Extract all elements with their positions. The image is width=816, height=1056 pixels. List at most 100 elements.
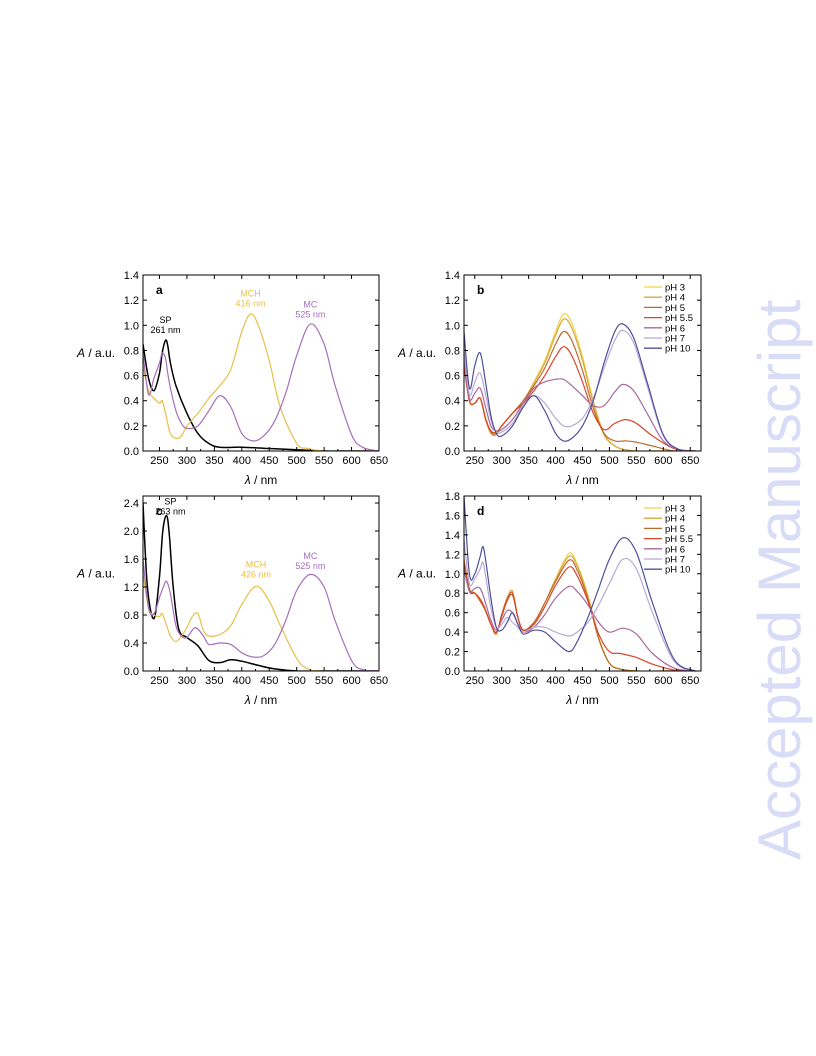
y-axis-label: A / a.u. xyxy=(397,566,436,580)
x-tick-label: 350 xyxy=(519,675,537,687)
series-line-ph-5.5 xyxy=(464,346,696,451)
x-tick-label: 250 xyxy=(150,455,168,467)
x-tick-label: 550 xyxy=(627,455,645,467)
x-tick-label: 650 xyxy=(370,455,388,467)
plot-area xyxy=(143,502,379,671)
y-tick-label: 0.2 xyxy=(445,647,460,659)
x-axis-label: λ / nm xyxy=(244,693,278,707)
legend-label: pH 6 xyxy=(665,544,685,555)
y-axis-label: A / a.u. xyxy=(397,346,436,360)
x-tick-label: 450 xyxy=(260,675,278,687)
peak-annotation: MCH xyxy=(246,559,267,569)
legend-label: pH 6 xyxy=(665,323,685,334)
series-line-ph-5 xyxy=(464,559,696,671)
series-line-sp xyxy=(143,502,379,671)
chart-panel-c: 250 300 350 400 450 500 550 600 650 0.0 0.4 0.8 1.2 1… xyxy=(76,495,388,707)
chart-panel-d: 250 300 350 400 450 500 550 600 650 0.0 0.2 0.4 0.6 0… xyxy=(397,491,702,707)
y-tick-label: 1.4 xyxy=(445,270,460,282)
chart-panel-a: 250 300 350 400 450 500 550 600 650 0.0 0.2 0.4 0.6 0… xyxy=(76,270,388,487)
y-axis-label: A / a.u. xyxy=(76,566,115,580)
y-tick-label: 1.0 xyxy=(124,320,139,332)
series-line-ph-7 xyxy=(464,539,696,671)
x-tick-label: 300 xyxy=(178,675,196,687)
y-tick-label: 0.4 xyxy=(445,627,460,639)
x-tick-label: 600 xyxy=(654,455,672,467)
y-tick-label: 0.4 xyxy=(124,396,139,408)
y-tick-label: 0.2 xyxy=(124,421,139,433)
legend-label: pH 4 xyxy=(665,293,685,304)
legend: pH 3pH 4pH 5pH 5.5pH 6pH 7pH 10 xyxy=(644,283,693,355)
y-tick-label: 1.8 xyxy=(445,491,460,503)
y-tick-label: 1.2 xyxy=(124,295,139,307)
x-tick-label: 500 xyxy=(287,675,305,687)
series-line-ph-10 xyxy=(464,496,696,671)
x-tick-label: 350 xyxy=(205,675,223,687)
x-axis-label: λ / nm xyxy=(244,473,278,487)
legend-label: pH 5 xyxy=(665,303,685,314)
x-tick-label: 550 xyxy=(315,675,333,687)
x-tick-label: 450 xyxy=(573,675,591,687)
x-tick-label: 250 xyxy=(150,675,168,687)
x-tick-label: 350 xyxy=(205,455,223,467)
peak-annotation: MC xyxy=(303,300,317,310)
series-line-mch xyxy=(143,572,379,671)
y-tick-label: 0.4 xyxy=(445,396,460,408)
x-tick-label: 650 xyxy=(370,675,388,687)
y-tick-label: 0.8 xyxy=(124,610,139,622)
x-tick-label: 650 xyxy=(681,455,699,467)
legend-label: pH 3 xyxy=(665,504,685,515)
x-tick-label: 400 xyxy=(233,455,251,467)
legend-label: pH 5.5 xyxy=(665,534,693,545)
series-line-ph-10 xyxy=(464,323,696,451)
peak-annotation: SP xyxy=(159,315,171,325)
x-tick-label: 600 xyxy=(342,675,360,687)
y-tick-label: 2.0 xyxy=(124,526,139,538)
legend-label: pH 4 xyxy=(665,514,685,525)
x-tick-label: 500 xyxy=(600,455,618,467)
y-tick-label: 1.6 xyxy=(445,510,460,522)
y-tick-label: 1.4 xyxy=(445,530,460,542)
peak-annotation: MCH xyxy=(240,288,261,298)
y-tick-label: 1.2 xyxy=(445,295,460,307)
x-tick-label: 500 xyxy=(287,455,305,467)
y-tick-label: 0.6 xyxy=(124,371,139,383)
x-tick-label: 400 xyxy=(546,455,564,467)
series-line-ph-5.5 xyxy=(464,563,696,671)
y-tick-label: 0.6 xyxy=(445,608,460,620)
y-tick-label: 0.8 xyxy=(445,345,460,357)
peak-annotation: MC xyxy=(303,551,317,561)
peak-annotation: 263 nm xyxy=(155,506,185,516)
x-tick-label: 600 xyxy=(654,675,672,687)
series-line-mch xyxy=(143,313,379,451)
y-tick-label: 1.4 xyxy=(124,270,139,282)
x-tick-label: 550 xyxy=(627,675,645,687)
legend-label: pH 7 xyxy=(665,555,685,566)
legend-label: pH 5 xyxy=(665,524,685,535)
legend: pH 3pH 4pH 5pH 5.5pH 6pH 7pH 10 xyxy=(644,504,693,576)
y-tick-label: 0.0 xyxy=(124,666,139,678)
y-tick-label: 1.2 xyxy=(445,549,460,561)
y-axis-label: A / a.u. xyxy=(76,346,115,360)
series-line-mc xyxy=(143,323,379,451)
y-tick-label: 0.2 xyxy=(445,421,460,433)
x-tick-label: 400 xyxy=(233,675,251,687)
series-line-mc xyxy=(143,558,379,671)
series-line-ph-6 xyxy=(464,568,696,671)
peak-annotation: 426 nm xyxy=(241,569,271,579)
x-tick-label: 550 xyxy=(315,455,333,467)
x-tick-label: 450 xyxy=(260,455,278,467)
accepted-manuscript-watermark: Accepted Manuscript xyxy=(734,270,816,870)
peak-annotation: SP xyxy=(164,496,176,506)
peak-annotation: 416 nm xyxy=(236,298,266,308)
x-tick-label: 300 xyxy=(493,455,511,467)
y-tick-label: 1.0 xyxy=(445,320,460,332)
x-axis-label: λ / nm xyxy=(565,473,599,487)
x-tick-label: 400 xyxy=(546,675,564,687)
peak-annotation: 261 nm xyxy=(150,325,180,335)
panel-letter: a xyxy=(156,283,163,297)
x-tick-label: 450 xyxy=(573,455,591,467)
y-tick-label: 0.0 xyxy=(445,666,460,678)
y-tick-label: 2.4 xyxy=(124,498,139,510)
y-tick-label: 0.8 xyxy=(124,345,139,357)
